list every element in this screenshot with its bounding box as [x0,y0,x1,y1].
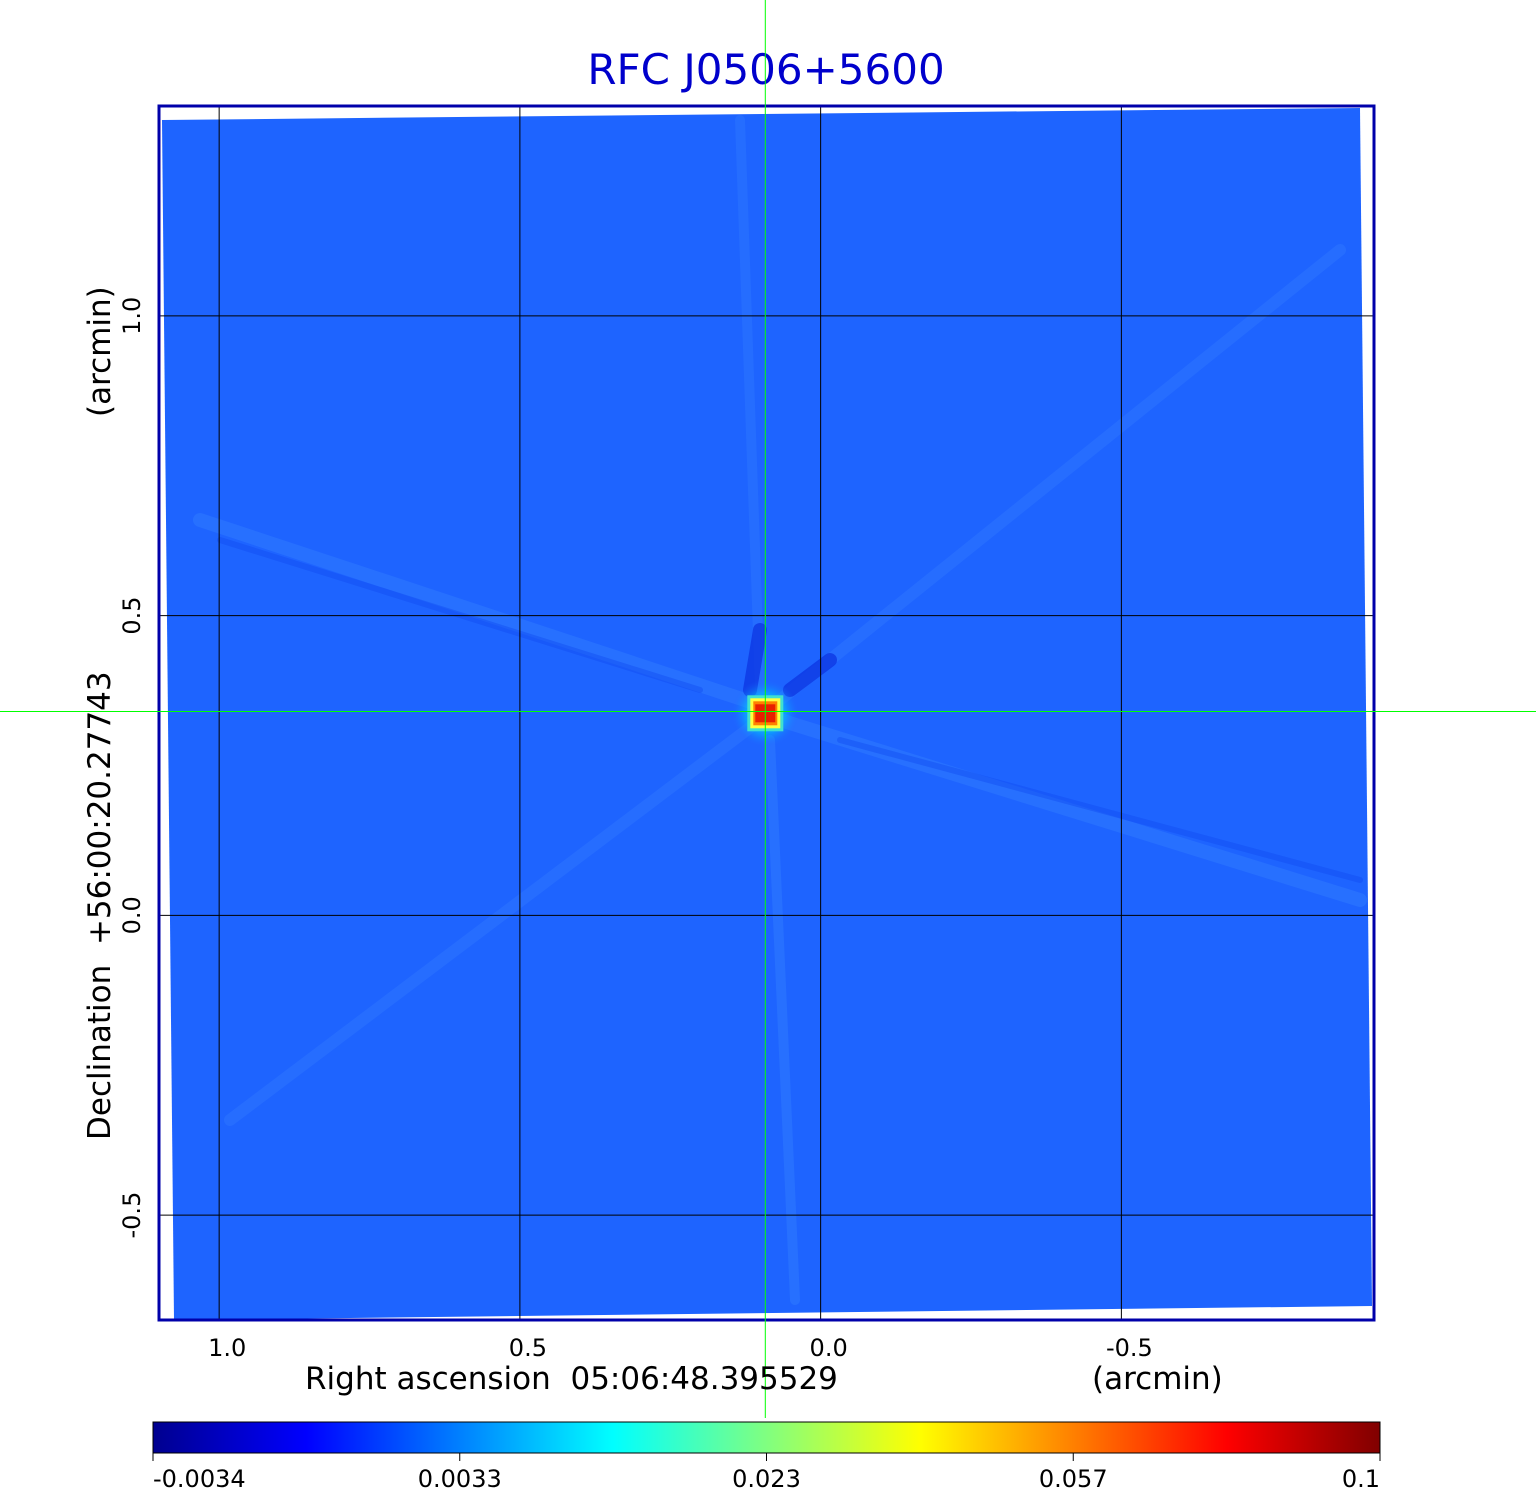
x-tick-label: 0.0 [810,1334,848,1362]
x-tick-label: 0.5 [509,1334,547,1362]
colorbar [152,1421,1381,1454]
chart-title: RFC J0506+5600 [587,45,944,94]
coordinate-grid [159,106,1374,1320]
colorbar-tick-label: 0.1 [1342,1465,1380,1493]
colorbar-ticks: -0.0034 0.0033 0.023 0.057 0.1 [152,1453,1381,1493]
colorbar-tick-label: -0.0034 [153,1465,246,1493]
y-tick-label: 0.0 [118,896,146,934]
crosshair [0,0,1536,1418]
x-tick-label: 1.0 [208,1334,246,1362]
colorbar-tick-label: 0.057 [1039,1465,1108,1493]
y-tick-label: 0.5 [118,596,146,634]
axis-ticks: 1.0 0.5 0.0 -0.5 1.0 0.5 0.0 -0.5 [118,297,1153,1362]
y-tick-label: -0.5 [118,1192,146,1239]
plot-frame [157,104,1376,1322]
x-axis-unit: (arcmin) [1092,1361,1223,1397]
y-axis-label: Declination +56:00:20.27743 [82,671,118,1140]
sidelobe-streaks [193,115,1367,1305]
y-tick-label: 1.0 [118,297,146,335]
x-tick-label: -0.5 [1106,1334,1153,1362]
y-axis-unit: (arcmin) [82,286,118,417]
x-axis-label: Right ascension 05:06:48.395529 [305,1361,838,1397]
colorbar-tick-label: 0.023 [732,1465,801,1493]
colorbar-tick-label: 0.0033 [418,1465,502,1493]
